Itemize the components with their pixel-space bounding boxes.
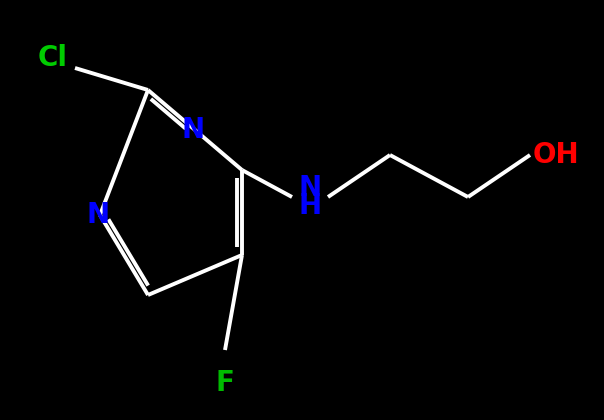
Text: Cl: Cl	[38, 44, 68, 72]
Text: F: F	[216, 369, 234, 397]
Text: H: H	[298, 192, 321, 220]
Text: OH: OH	[533, 141, 579, 169]
Text: N: N	[298, 174, 321, 202]
Text: N: N	[181, 116, 205, 144]
Text: N: N	[86, 201, 109, 229]
